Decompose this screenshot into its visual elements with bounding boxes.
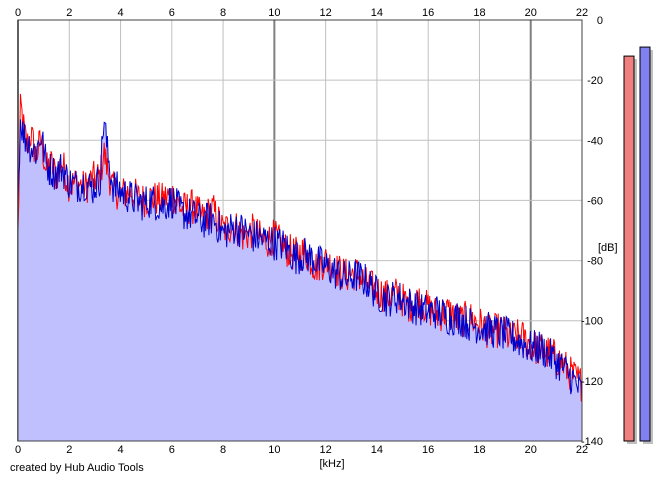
x-tick-label-top: 20 (525, 7, 537, 19)
y-axis-label: [dB] (598, 242, 618, 254)
x-tick-label-top: 0 (15, 7, 21, 19)
x-tick-label-top: 14 (371, 7, 383, 19)
x-tick-label-top: 18 (473, 7, 485, 19)
axes: 002244668810101212141416161818202022220-… (15, 7, 603, 456)
x-axis-label: [kHz] (319, 458, 344, 470)
x-tick-label-top: 6 (169, 7, 175, 19)
level-meters (623, 46, 653, 445)
series-line-right (17, 119, 583, 401)
y-tick-label: 0 (597, 15, 603, 27)
x-tick-label-bottom: 2 (66, 444, 72, 456)
x-tick-label-bottom: 20 (525, 444, 537, 456)
x-tick-label-bottom: 14 (371, 444, 383, 456)
spectrum-fill (18, 119, 582, 441)
x-tick-label-top: 4 (117, 7, 123, 19)
spectrum-fill-area (18, 119, 582, 441)
x-tick-label-bottom: 12 (320, 444, 332, 456)
x-tick-label-bottom: 8 (220, 444, 226, 456)
plot-border (17, 19, 583, 442)
x-tick-label-bottom: 6 (169, 444, 175, 456)
x-tick-label-top: 12 (320, 7, 332, 19)
y-tick-label: -120 (581, 376, 603, 388)
y-tick-label: -100 (581, 316, 603, 328)
x-tick-label-top: 8 (220, 7, 226, 19)
x-tick-label-top: 10 (268, 7, 280, 19)
x-tick-label-bottom: 0 (15, 444, 21, 456)
x-tick-label-bottom: 22 (576, 444, 588, 456)
x-tick-label-top: 2 (66, 7, 72, 19)
level-meter-left (623, 55, 635, 442)
x-tick-label-bottom: 16 (422, 444, 434, 456)
y-tick-label: -80 (587, 256, 603, 268)
y-tick-label: -60 (587, 195, 603, 207)
x-tick-label-top: 16 (422, 7, 434, 19)
y-tick-label: -20 (587, 75, 603, 87)
series-line-left (17, 93, 583, 403)
y-tick-label: -40 (587, 135, 603, 147)
x-tick-label-bottom: 4 (117, 444, 123, 456)
series-lines (17, 93, 583, 403)
y-tick-label: -140 (581, 436, 603, 448)
credit-text: created by Hub Audio Tools (10, 462, 144, 474)
x-tick-label-bottom: 18 (473, 444, 485, 456)
x-tick-label-top: 22 (576, 7, 588, 19)
level-meter-right (639, 46, 651, 442)
x-tick-label-bottom: 10 (268, 444, 280, 456)
